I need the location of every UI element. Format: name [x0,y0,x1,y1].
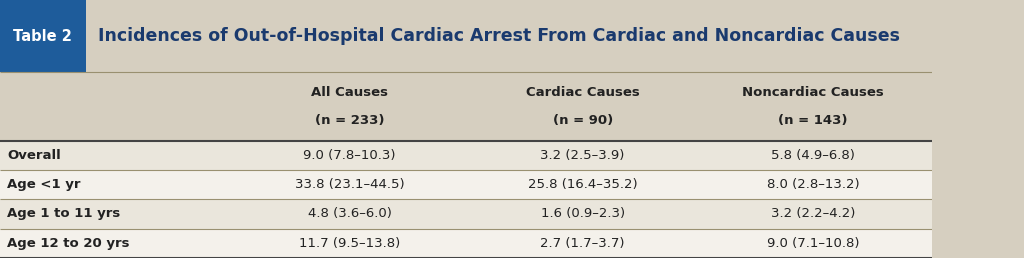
Text: 25.8 (16.4–35.2): 25.8 (16.4–35.2) [527,178,638,191]
Text: (n = 143): (n = 143) [778,114,848,127]
Text: Table 2: Table 2 [13,29,73,44]
Text: Age 12 to 20 yrs: Age 12 to 20 yrs [7,237,130,250]
Text: 1.6 (0.9–2.3): 1.6 (0.9–2.3) [541,207,625,221]
Text: 11.7 (9.5–13.8): 11.7 (9.5–13.8) [299,237,400,250]
Text: 33.8 (23.1–44.5): 33.8 (23.1–44.5) [295,178,404,191]
Bar [0,141,932,170]
Text: Age <1 yr: Age <1 yr [7,178,81,191]
Text: Age 1 to 11 yrs: Age 1 to 11 yrs [7,207,121,221]
Bar [0,229,932,258]
Text: 9.0 (7.1–10.8): 9.0 (7.1–10.8) [767,237,859,250]
Bar [0,0,86,72]
Text: 2.7 (1.7–3.7): 2.7 (1.7–3.7) [541,237,625,250]
Text: (n = 233): (n = 233) [314,114,384,127]
Text: Overall: Overall [7,149,61,162]
Bar [0,199,932,229]
Text: 9.0 (7.8–10.3): 9.0 (7.8–10.3) [303,149,396,162]
Text: Incidences of Out-of-Hospital Cardiac Arrest From Cardiac and Noncardiac Causes: Incidences of Out-of-Hospital Cardiac Ar… [98,27,900,45]
Bar [0,72,932,141]
Text: 8.0 (2.8–13.2): 8.0 (2.8–13.2) [767,178,859,191]
Bar [0,170,932,199]
Bar [0,0,932,72]
Text: (n = 90): (n = 90) [553,114,612,127]
Text: 3.2 (2.5–3.9): 3.2 (2.5–3.9) [541,149,625,162]
Text: All Causes: All Causes [311,86,388,99]
Text: 4.8 (3.6–6.0): 4.8 (3.6–6.0) [307,207,391,221]
Text: 3.2 (2.2–4.2): 3.2 (2.2–4.2) [771,207,855,221]
Text: Noncardiac Causes: Noncardiac Causes [742,86,884,99]
Text: Cardiac Causes: Cardiac Causes [525,86,640,99]
Text: 5.8 (4.9–6.8): 5.8 (4.9–6.8) [771,149,855,162]
